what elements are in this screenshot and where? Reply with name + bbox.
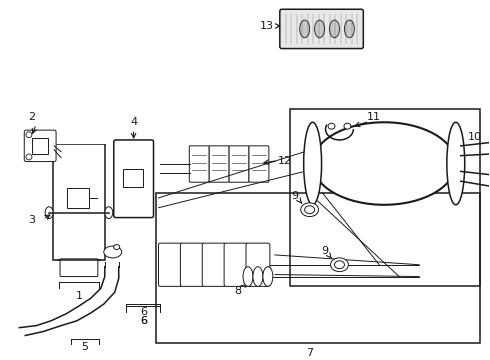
FancyBboxPatch shape	[280, 9, 363, 49]
Ellipse shape	[300, 20, 310, 38]
Ellipse shape	[305, 206, 315, 213]
FancyBboxPatch shape	[249, 146, 269, 182]
Text: 8: 8	[235, 286, 242, 296]
Text: 6: 6	[140, 316, 147, 326]
Ellipse shape	[53, 134, 105, 154]
Ellipse shape	[344, 123, 351, 129]
Ellipse shape	[329, 20, 340, 38]
FancyBboxPatch shape	[24, 130, 56, 162]
Bar	[122, 170, 143, 187]
FancyBboxPatch shape	[229, 146, 249, 182]
Bar	[67, 188, 89, 208]
FancyBboxPatch shape	[189, 146, 209, 182]
Bar	[53, 144, 105, 260]
FancyBboxPatch shape	[60, 259, 98, 276]
FancyBboxPatch shape	[224, 243, 248, 286]
Ellipse shape	[328, 123, 335, 129]
Text: 5: 5	[81, 342, 88, 352]
FancyBboxPatch shape	[114, 140, 153, 217]
Ellipse shape	[26, 154, 32, 160]
Bar	[51, 132, 107, 144]
FancyBboxPatch shape	[158, 243, 182, 286]
Text: 4: 4	[130, 117, 137, 127]
FancyBboxPatch shape	[202, 243, 226, 286]
Text: 11: 11	[368, 112, 381, 122]
Ellipse shape	[263, 267, 273, 286]
Text: 10: 10	[467, 132, 482, 142]
Text: 3: 3	[28, 215, 35, 225]
FancyBboxPatch shape	[209, 146, 229, 182]
Ellipse shape	[26, 132, 32, 138]
Ellipse shape	[335, 261, 344, 269]
Bar	[32, 138, 48, 154]
Ellipse shape	[114, 244, 120, 249]
Text: 1: 1	[75, 291, 82, 301]
Text: 6: 6	[140, 316, 147, 326]
Ellipse shape	[45, 207, 53, 219]
Ellipse shape	[253, 267, 263, 286]
Bar	[155, 193, 480, 343]
Ellipse shape	[243, 267, 253, 286]
Text: 7: 7	[306, 348, 313, 358]
Text: 9: 9	[321, 246, 328, 256]
FancyBboxPatch shape	[246, 243, 270, 286]
Ellipse shape	[104, 246, 122, 258]
Ellipse shape	[105, 207, 113, 219]
Ellipse shape	[313, 122, 456, 205]
Bar	[290, 109, 480, 286]
Ellipse shape	[301, 203, 318, 217]
Text: 12: 12	[278, 156, 292, 166]
Text: 9: 9	[291, 191, 298, 201]
Ellipse shape	[447, 122, 465, 205]
Ellipse shape	[304, 122, 321, 205]
Ellipse shape	[331, 258, 348, 272]
Ellipse shape	[344, 20, 354, 38]
Ellipse shape	[315, 20, 324, 38]
Text: 2: 2	[27, 112, 35, 122]
FancyBboxPatch shape	[180, 243, 204, 286]
Text: 6: 6	[140, 307, 147, 317]
Text: 13: 13	[260, 21, 274, 31]
